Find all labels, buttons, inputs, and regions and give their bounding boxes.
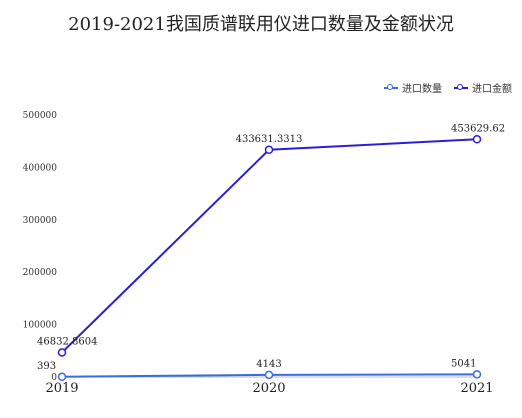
- data-point: [264, 370, 274, 380]
- data-label: 433631.3313: [236, 134, 303, 145]
- legend: 进口数量 进口金额: [384, 80, 512, 95]
- data-label: 453629.62: [451, 123, 505, 134]
- y-tick-label: 0: [51, 373, 57, 383]
- x-tick-label: 2019: [45, 381, 78, 396]
- chart-title: 2019-2021我国质谱联用仪进口数量及金额状况: [68, 14, 454, 35]
- legend-swatch-amount: [454, 83, 468, 92]
- legend-swatch-quantity: [384, 83, 398, 92]
- data-point: [472, 135, 482, 144]
- y-tick-label: 200000: [23, 268, 58, 278]
- x-tick-label: 2021: [460, 381, 493, 396]
- data-point: [264, 145, 274, 155]
- x-tick-label: 2020: [252, 381, 285, 396]
- data-point: [57, 348, 67, 357]
- y-tick-label: 400000: [23, 163, 58, 173]
- legend-label-amount: 进口金额: [472, 84, 512, 95]
- data-point: [57, 372, 67, 382]
- data-label: 5041: [451, 358, 476, 369]
- y-tick-label: 300000: [23, 216, 58, 226]
- legend-item-amount[interactable]: 进口金额: [454, 80, 512, 95]
- data-point: [472, 370, 482, 379]
- y-tick-label: 100000: [23, 321, 58, 331]
- legend-label-quantity: 进口数量: [402, 84, 442, 95]
- y-tick-label: 500000: [23, 111, 58, 121]
- series-line: [61, 138, 478, 354]
- data-label: 4143: [256, 359, 281, 370]
- data-label: 46832.8604: [37, 336, 97, 347]
- legend-item-quantity[interactable]: 进口数量: [384, 80, 442, 95]
- data-label: 393: [37, 361, 56, 372]
